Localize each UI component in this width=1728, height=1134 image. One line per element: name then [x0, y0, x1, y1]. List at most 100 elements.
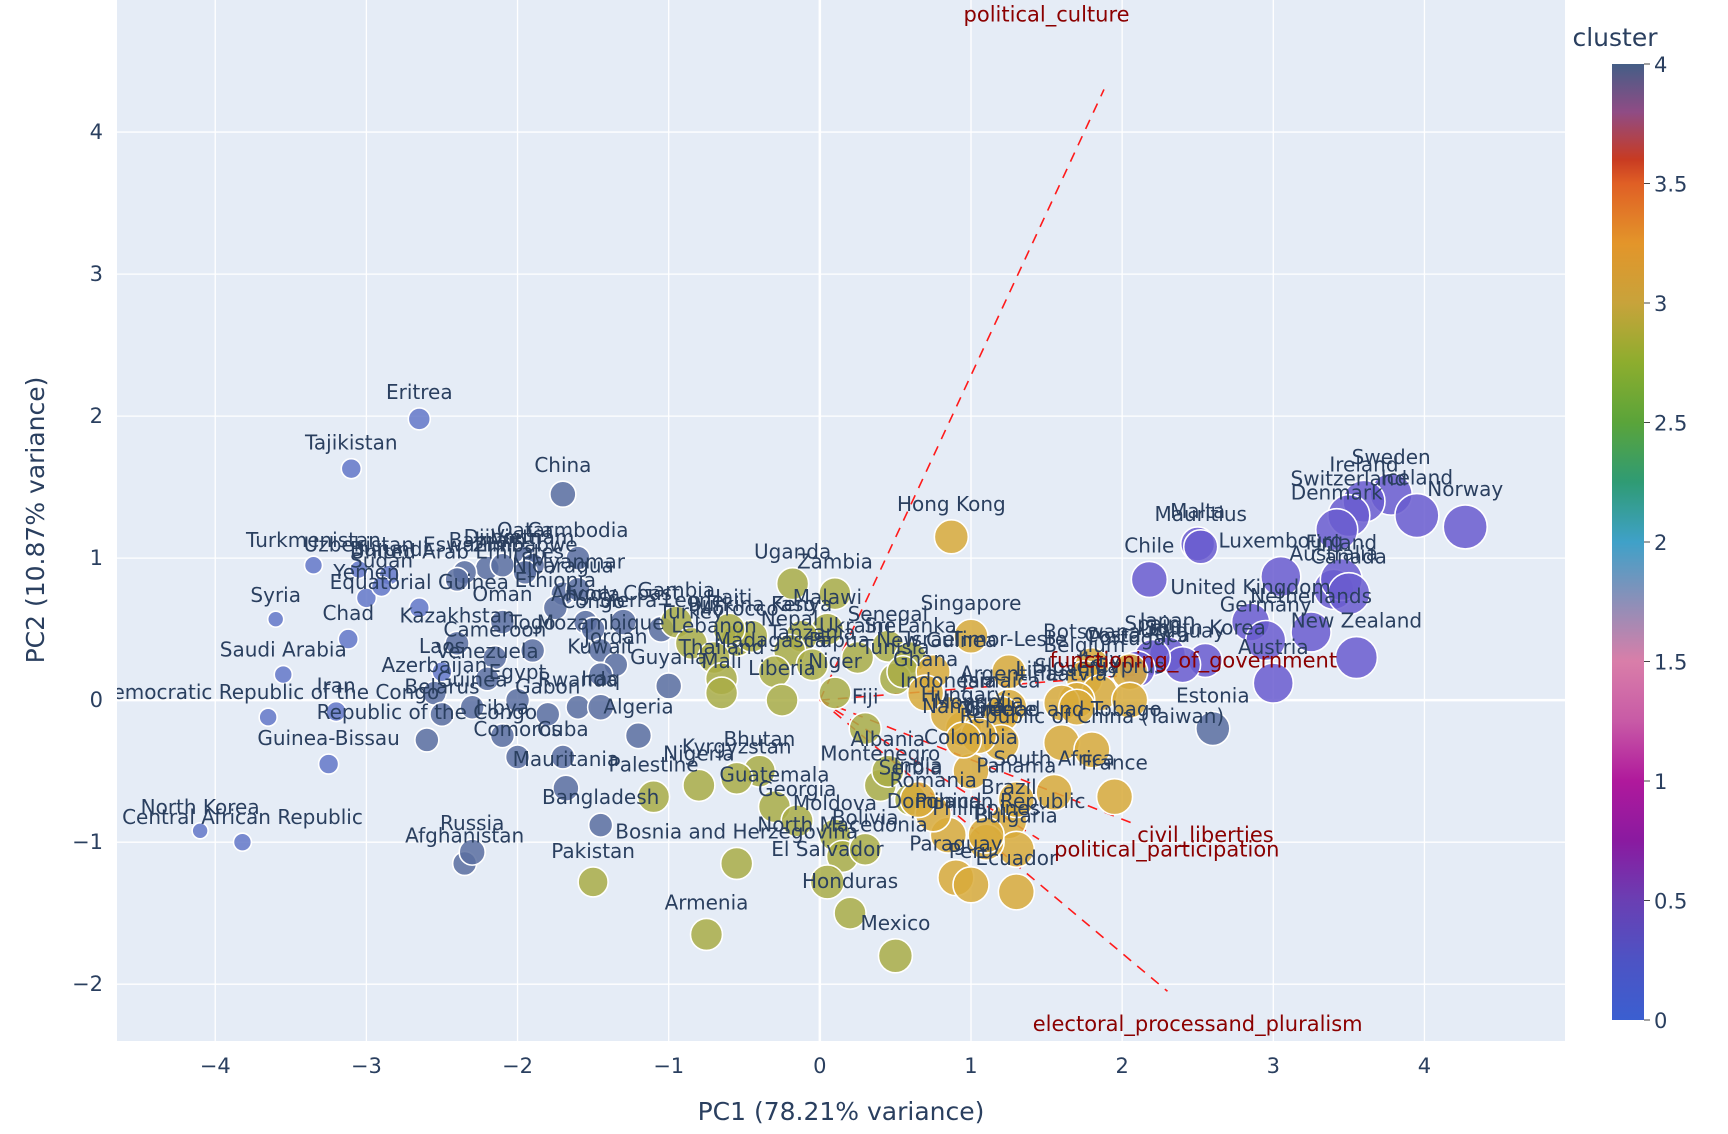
point-label: United Arab Emirates [350, 539, 564, 563]
point-labels: NorwayIcelandSwedenIrelandSwitzerlandDen… [117, 380, 1503, 935]
point-label: Bhutan [723, 727, 795, 751]
data-point [1057, 688, 1096, 727]
data-point [542, 595, 569, 621]
data-point [1442, 504, 1489, 550]
point-label: Eswatini [423, 532, 506, 556]
point-label: Haiti [706, 585, 752, 609]
point-label: Bahrain [449, 528, 526, 552]
data-point [712, 612, 746, 646]
point-label: Yemen [332, 560, 399, 584]
point-label: Republic of the Congo [317, 700, 537, 724]
point-label: Italy [1078, 647, 1122, 671]
data-point [906, 674, 945, 712]
point-label: Tanzania [768, 621, 856, 645]
point-label: Netherlands [1250, 584, 1372, 608]
data-point [504, 687, 531, 713]
point-label: Palestine [609, 753, 699, 777]
point-label: Cameroon [443, 618, 546, 642]
point-label: Bangladesh [542, 785, 659, 809]
point-label: Israel [906, 627, 961, 651]
data-point [944, 721, 983, 759]
point-label: Republic of China (Taiwan) [960, 704, 1225, 728]
point-label: Russia [440, 811, 504, 835]
point-label: Malta [1170, 499, 1225, 523]
point-label: Mexico [860, 911, 930, 935]
point-label: Georgia [758, 777, 836, 801]
point-label: Cuba [537, 717, 589, 741]
point-label: Tunisia [860, 635, 929, 659]
data-point [833, 896, 867, 930]
point-label: Myanmar [531, 549, 626, 573]
colorbar-gradient [1612, 64, 1644, 1020]
data-point [1035, 773, 1073, 812]
point-label: Paraguay [909, 832, 1003, 856]
data-point [1095, 777, 1134, 816]
point-label: Gabon [515, 674, 580, 698]
data-point [534, 701, 561, 728]
point-label: Greece [966, 697, 1037, 721]
data-point [408, 597, 431, 619]
data-point [1195, 710, 1231, 747]
data-point [848, 711, 882, 746]
point-label: Hungary [921, 683, 1007, 707]
data-point [325, 700, 347, 723]
data-point [877, 937, 914, 974]
point-label: Cambodia [527, 518, 628, 542]
point-label: Morocco [695, 597, 779, 621]
point-label: Chad [322, 601, 374, 625]
point-label: Ethiopia [515, 568, 596, 592]
data-point [444, 630, 470, 657]
scatter-points [191, 407, 1489, 974]
point-label: Trinidad and Tobago [961, 697, 1162, 721]
data-point [809, 864, 846, 900]
point-label: Turkey [658, 599, 724, 623]
point-label: Malawi [793, 585, 862, 609]
data-point [504, 744, 531, 770]
point-label: Germany [1220, 593, 1312, 617]
y-tick-label: 0 [90, 688, 103, 712]
data-point [586, 693, 615, 722]
point-label: North Korea [141, 795, 260, 819]
data-point [459, 694, 485, 721]
data-point [953, 618, 989, 655]
point-label: Mauritius [1154, 502, 1246, 526]
point-label: Papua New Guinea [809, 628, 997, 652]
point-label: Slovenia [1034, 654, 1119, 678]
data-point [780, 804, 814, 838]
x-tick-label: −1 [653, 1054, 684, 1078]
point-label: Uzbekistan [304, 532, 414, 556]
data-point [317, 753, 340, 775]
point-label: Portugal [1088, 626, 1171, 650]
data-point [1182, 528, 1219, 565]
point-label: Indonesia [900, 668, 997, 692]
data-point [519, 637, 546, 664]
data-point [1260, 555, 1302, 598]
point-label: Iran [317, 674, 356, 698]
point-label: Lebanon [671, 614, 757, 638]
point-label: Jamaica [960, 668, 1041, 692]
loading-vector [819, 699, 1168, 992]
point-label: Niger [808, 649, 863, 673]
point-label: South Africa [993, 746, 1115, 770]
point-label: Spain [1124, 612, 1180, 636]
point-label: Nepal [761, 606, 819, 630]
point-label: South Korea [1145, 615, 1266, 639]
data-point [431, 660, 453, 683]
point-label: Iceland [1381, 466, 1453, 490]
point-label: Switzerland [1291, 467, 1408, 491]
data-point [1290, 611, 1332, 653]
point-label: Luxembourg [1219, 529, 1344, 553]
data-point [512, 559, 538, 586]
data-point [407, 407, 432, 431]
point-label: Panama [976, 754, 1056, 778]
point-label: North Macedonia [757, 812, 928, 836]
colorbar-tick-label: 2 [1654, 531, 1667, 555]
data-point [489, 552, 516, 579]
data-point [997, 780, 1036, 819]
point-label: Burundi [350, 537, 428, 561]
data-point [458, 838, 486, 866]
x-tick-label: 2 [1115, 1054, 1128, 1078]
point-label: Iraq [581, 666, 620, 690]
data-point [952, 865, 990, 904]
point-label: China [534, 453, 591, 477]
